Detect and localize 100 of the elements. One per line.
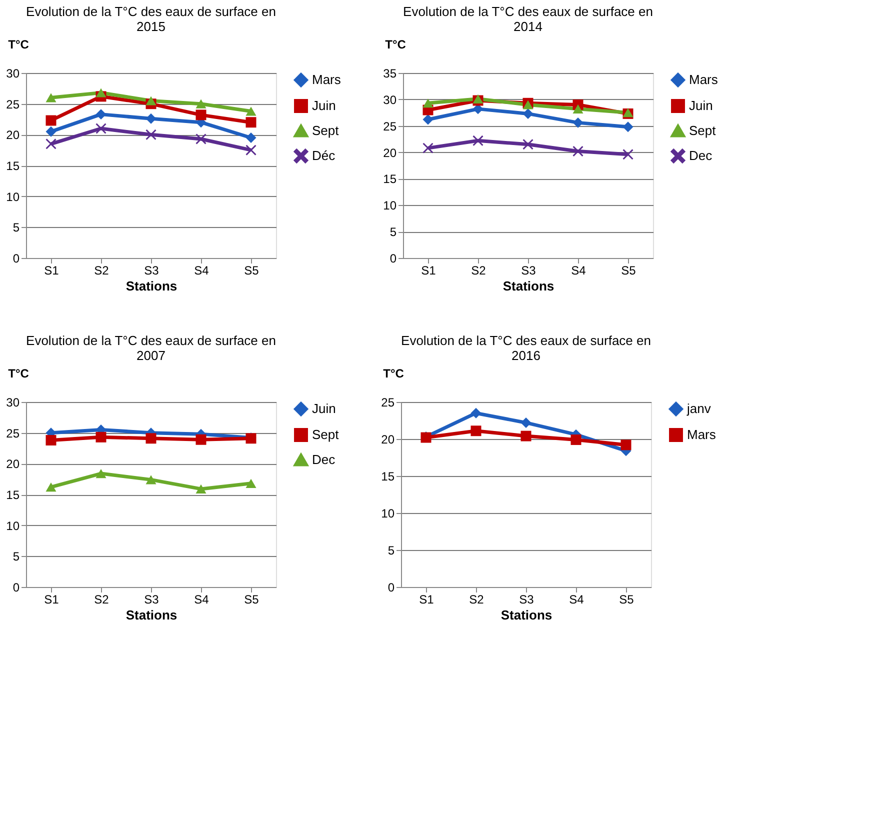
point <box>572 117 584 128</box>
point <box>46 126 56 137</box>
point <box>470 426 482 436</box>
point <box>46 482 56 492</box>
y-tick-label: 35 <box>383 66 397 80</box>
point <box>96 88 106 98</box>
y-tick-label: 20 <box>381 432 395 446</box>
point <box>522 100 534 110</box>
legend-label: Juin <box>312 401 336 416</box>
legend-label: Sept <box>312 123 340 138</box>
x-tick-label: S5 <box>619 592 634 606</box>
x-tick-label: S4 <box>194 592 210 606</box>
point <box>422 114 434 125</box>
x-tick-label: S2 <box>469 592 484 606</box>
point <box>46 115 56 126</box>
chart-title: Evolution de la T°C des eaux de surface en 2007 <box>26 333 276 363</box>
point <box>146 96 156 106</box>
point <box>196 434 206 445</box>
point <box>46 138 56 150</box>
point <box>146 475 156 484</box>
point <box>422 98 434 108</box>
point <box>520 417 532 428</box>
x-axis-title: Stations <box>126 278 178 294</box>
y-tick-label: 30 <box>6 396 20 410</box>
x-tick-label: S5 <box>244 592 260 606</box>
point <box>522 108 534 119</box>
chart-title: Evolution de la T°C des eaux de surface en 2014 <box>403 4 653 34</box>
point <box>472 94 484 104</box>
y-tick-label: 30 <box>6 66 20 80</box>
point <box>572 104 584 114</box>
x-axis-title: Stations <box>500 608 552 622</box>
point <box>622 122 634 132</box>
y-tick-label: 10 <box>383 198 397 213</box>
x-tick-label: S3 <box>521 264 536 278</box>
y-tick-label: 25 <box>6 426 20 440</box>
y-tick-label: 0 <box>12 252 20 266</box>
point <box>196 110 206 120</box>
legend-label: Juin <box>312 98 336 113</box>
y-tick-label: 0 <box>12 580 20 594</box>
y-tick-label: 15 <box>383 172 397 186</box>
point <box>522 139 534 150</box>
point <box>246 144 256 156</box>
x-axis-title: Stations <box>502 278 554 294</box>
point <box>146 129 156 140</box>
x-tick-label: S1 <box>44 592 60 606</box>
y-tick-label: 5 <box>388 544 395 558</box>
point <box>146 113 156 124</box>
y-tick-label: 20 <box>6 128 20 142</box>
y-tick-label: 10 <box>6 190 20 204</box>
legend-label: janv <box>686 401 712 416</box>
point <box>520 430 532 442</box>
y-axis-title: T°C <box>8 366 30 380</box>
y-axis-title: T°C <box>385 38 406 52</box>
point <box>620 440 632 450</box>
point <box>472 135 484 146</box>
x-tick-label: S4 <box>571 264 586 278</box>
y-tick-label: 20 <box>6 457 20 472</box>
y-tick-label: 10 <box>381 506 395 520</box>
y-tick-label: 25 <box>383 119 397 134</box>
chart-title: Evolution de la T°C des eaux de surface en 2016 <box>401 333 651 363</box>
x-tick-label: S1 <box>421 264 436 278</box>
x-tick-label: S3 <box>144 264 160 278</box>
legend-label: Sept <box>312 427 340 442</box>
point <box>572 146 584 156</box>
y-tick-label: 0 <box>390 252 397 266</box>
point <box>96 432 106 442</box>
x-tick-label: S5 <box>244 264 260 278</box>
point <box>246 117 256 128</box>
point <box>246 478 256 488</box>
y-tick-label: 5 <box>390 225 397 240</box>
legend-label: Juin <box>689 98 713 113</box>
y-tick-label: 25 <box>381 396 395 410</box>
legend-label: Dec <box>689 148 713 163</box>
y-tick-label: 15 <box>6 159 20 173</box>
x-tick-label: S1 <box>419 592 434 606</box>
x-tick-label: S2 <box>94 264 110 278</box>
legend-label: Mars <box>689 72 718 87</box>
y-axis-title: T°C <box>383 366 404 380</box>
y-tick-label: 15 <box>6 488 20 502</box>
x-tick-label: S4 <box>569 592 584 606</box>
point <box>570 434 582 445</box>
y-tick-label: 10 <box>6 518 20 533</box>
x-tick-label: S2 <box>94 592 110 606</box>
x-axis-title: Stations <box>126 608 178 622</box>
y-tick-label: 0 <box>388 580 395 594</box>
legend-label: Mars <box>687 427 716 442</box>
point <box>96 109 106 120</box>
legend-label: Déc <box>312 148 336 163</box>
point <box>96 468 106 478</box>
x-tick-label: S4 <box>194 264 210 278</box>
point <box>96 123 106 134</box>
point <box>146 433 156 444</box>
x-tick-label: S5 <box>621 264 636 278</box>
y-tick-label: 30 <box>383 92 397 107</box>
point <box>46 93 56 102</box>
legend-label: Dec <box>312 452 336 467</box>
x-tick-label: S1 <box>44 264 60 278</box>
y-tick-label: 20 <box>383 146 397 160</box>
x-tick-label: S2 <box>471 264 486 278</box>
point <box>196 484 206 494</box>
